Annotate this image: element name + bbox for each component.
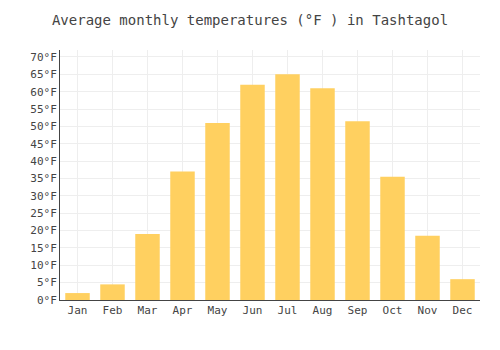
- svg-text:Dec: Dec: [453, 304, 473, 317]
- svg-text:60°F: 60°F: [30, 86, 57, 99]
- svg-text:5°F: 5°F: [37, 276, 57, 289]
- svg-text:55°F: 55°F: [30, 103, 57, 116]
- svg-text:70°F: 70°F: [30, 51, 57, 64]
- svg-text:Nov: Nov: [418, 304, 438, 317]
- svg-text:May: May: [208, 304, 228, 317]
- svg-text:30°F: 30°F: [30, 190, 57, 203]
- svg-text:Jul: Jul: [278, 304, 298, 317]
- svg-text:Apr: Apr: [173, 304, 193, 317]
- svg-text:20°F: 20°F: [30, 224, 57, 237]
- svg-text:Average monthly temperatures (: Average monthly temperatures (°F ) in Ta…: [52, 12, 448, 28]
- svg-text:Mar: Mar: [138, 304, 158, 317]
- svg-text:10°F: 10°F: [30, 259, 57, 272]
- svg-text:45°F: 45°F: [30, 138, 57, 151]
- svg-text:Aug: Aug: [313, 304, 333, 317]
- svg-text:15°F: 15°F: [30, 242, 57, 255]
- svg-text:50°F: 50°F: [30, 120, 57, 133]
- svg-text:Jan: Jan: [68, 304, 88, 317]
- svg-text:25°F: 25°F: [30, 207, 57, 220]
- svg-text:65°F: 65°F: [30, 68, 57, 81]
- svg-text:0°F: 0°F: [37, 294, 57, 307]
- svg-text:Sep: Sep: [348, 304, 368, 317]
- svg-text:40°F: 40°F: [30, 155, 57, 168]
- svg-text:Oct: Oct: [383, 304, 403, 317]
- svg-text:35°F: 35°F: [30, 172, 57, 185]
- svg-text:Feb: Feb: [103, 304, 123, 317]
- svg-text:Jun: Jun: [243, 304, 263, 317]
